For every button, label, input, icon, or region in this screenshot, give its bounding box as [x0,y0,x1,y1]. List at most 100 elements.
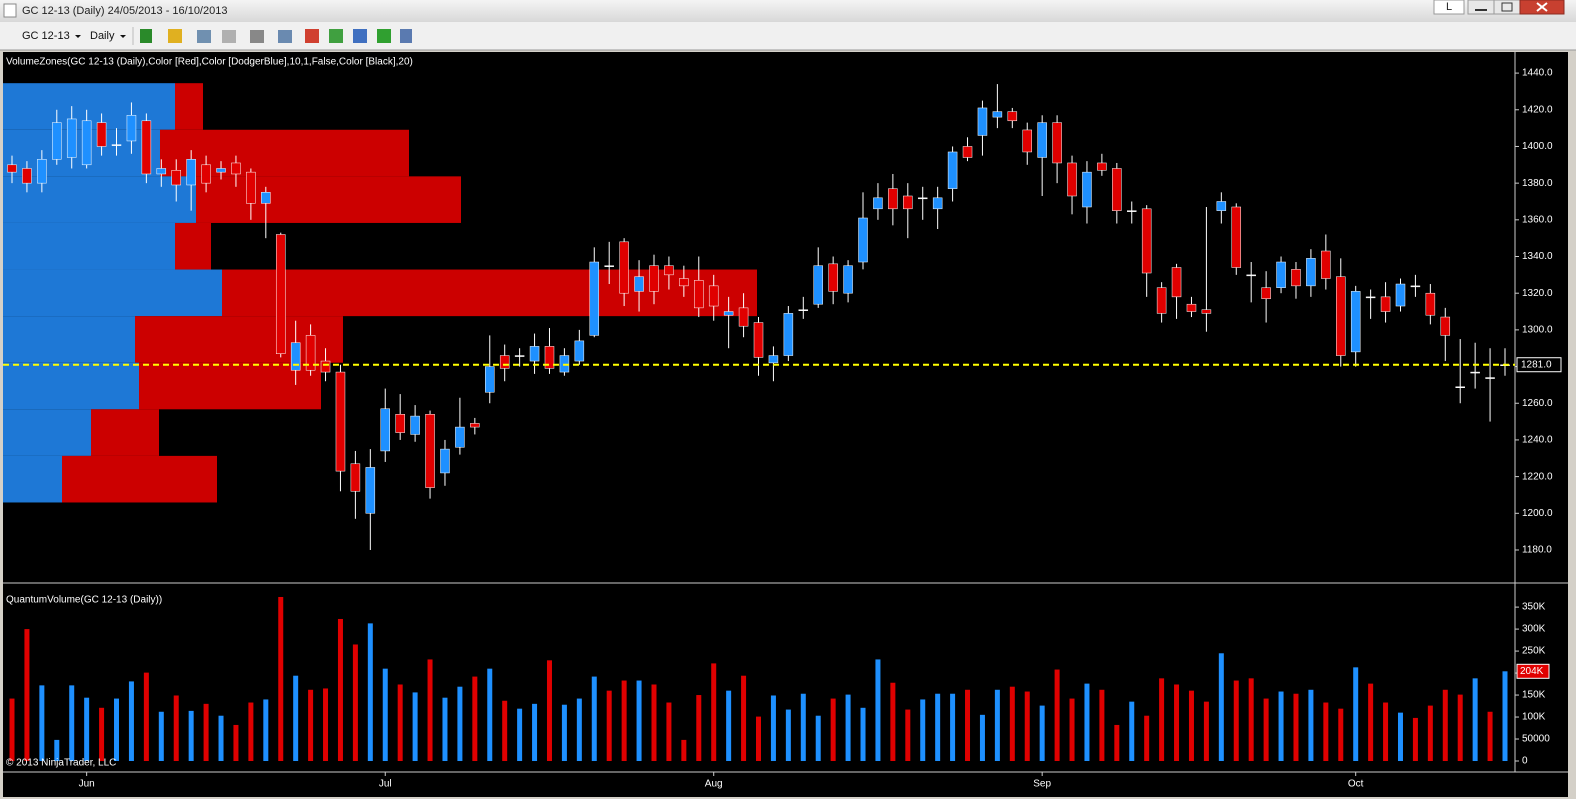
candle-body [932,197,943,210]
data-box-button[interactable] [377,29,391,43]
candle-body [753,322,764,358]
zoom-button[interactable] [278,30,292,43]
chart-style-button[interactable] [140,29,152,43]
window-title: GC 12-13 (Daily) 24/05/2013 - 16/10/2013 [22,5,227,17]
candle-body [499,355,510,369]
volume-bar [890,682,896,762]
add-button[interactable] [197,30,211,43]
candle-body [544,346,555,369]
zone-down [91,409,159,456]
volume-bar [412,692,418,762]
candle-body [141,120,152,175]
volume-bar [830,698,836,762]
strategies-button[interactable] [329,29,343,43]
volume-bar [382,668,388,762]
y-tick-label: 150K [1522,690,1546,701]
volume-bar [1099,689,1105,762]
volume-bar [9,698,15,762]
volume-bar [696,695,702,762]
volume-bar [979,714,985,762]
candle-body [66,118,77,158]
properties-button[interactable] [400,29,412,43]
candle-body [350,463,361,492]
x-tick-label: Aug [705,779,723,790]
candle-body [1365,296,1376,299]
y-tick-label: 1300.0 [1522,325,1553,336]
tab-label: L [1446,1,1452,13]
y-tick-label: 1420.0 [1522,104,1553,115]
volume-bar [1457,694,1463,762]
candle-body [1485,377,1495,379]
x-tick-label: Sep [1033,779,1051,790]
volume-bar [1323,702,1329,762]
candle-body [171,170,181,186]
toolbar-icons [140,29,412,43]
candle-body [1455,386,1465,388]
minimize-button[interactable] [1467,0,1495,15]
zone-down [222,269,757,317]
volume-bar [84,697,90,762]
candle-body [186,159,196,186]
candle-body [1201,309,1212,314]
candle-body [1067,162,1077,197]
volume-bar [756,716,761,762]
candle-body [649,265,659,292]
candle-body [440,448,450,474]
candle-body [589,261,600,336]
zone-up [3,455,62,503]
current-volume-box [1516,663,1550,679]
draw-tool-button[interactable] [168,29,182,43]
candle-body [201,164,211,184]
candle-body [1097,162,1107,171]
volume-bar [681,739,687,762]
volume-bar [69,685,75,762]
zone-up [3,362,139,410]
lines-button[interactable] [353,29,367,43]
volume-bar [920,699,926,762]
candle-body [1306,258,1316,287]
volume-bar [1487,711,1493,762]
volume-bar [1308,689,1314,762]
interval-selector[interactable]: Daily [90,30,115,42]
candle-body [231,162,241,175]
tab-button[interactable] [1433,0,1465,15]
x-tick-label: Oct [1348,779,1364,790]
volume-bar [591,676,597,762]
volume-bar [1174,684,1180,762]
volume-bar [54,739,60,762]
volume-bar [427,659,433,762]
candle-body [1276,261,1286,288]
candle-body [604,265,614,267]
volume-bar [770,695,776,762]
instrument-selector[interactable]: GC 12-13 [22,30,70,42]
x-tick-label: Jun [79,779,95,790]
volume-bar [143,672,149,762]
volume-bar [337,618,343,762]
candle-body [903,195,913,210]
volume-bar [815,715,821,762]
volume-bar [1293,693,1299,762]
candle-body [843,265,853,294]
volume-bar [114,698,120,762]
candle-body [1037,122,1047,158]
y-tick-label: 50000 [1522,734,1550,745]
indicators-button[interactable] [305,29,319,43]
candle-body [738,307,749,327]
volume-bar [1054,669,1060,762]
volume-bar [1472,678,1478,762]
candle-body [1216,201,1227,211]
candle-body [275,234,286,354]
candle-body [798,309,809,311]
zone-down [139,362,321,410]
candle-body [126,115,137,142]
volume-bar [39,685,45,762]
volume-bar [487,668,493,762]
pin-button[interactable] [222,30,236,43]
candle-body [1410,285,1421,288]
cursor-button[interactable] [250,30,264,43]
volume-bar [442,697,448,762]
candle-body [1156,287,1167,314]
candle-body [410,415,420,435]
maximize-button[interactable] [1493,0,1521,15]
volume-bar [158,711,164,762]
